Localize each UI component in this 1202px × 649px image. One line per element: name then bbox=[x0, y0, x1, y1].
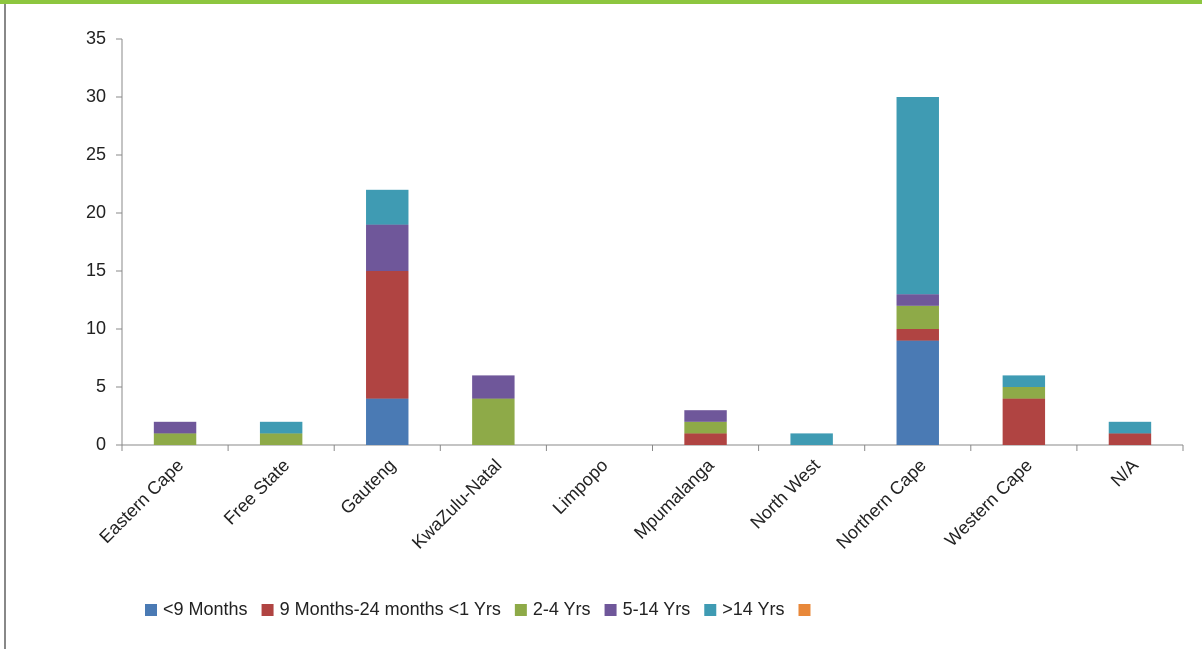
bar-segment bbox=[259, 433, 303, 445]
bar-segment bbox=[684, 433, 727, 445]
x-tick-label: KwaZulu-Natal bbox=[408, 455, 506, 553]
bar-segment bbox=[472, 398, 515, 445]
x-tick-label: Mpumalanga bbox=[630, 454, 718, 542]
y-tick-label: 25 bbox=[86, 144, 106, 164]
bar-segment bbox=[366, 398, 409, 445]
bar-segment bbox=[684, 410, 727, 422]
bar-segment bbox=[896, 294, 939, 306]
y-tick-label: 30 bbox=[86, 86, 106, 106]
legend-label: <9 Months bbox=[163, 599, 248, 619]
bar-segment bbox=[896, 305, 939, 329]
bar-segment bbox=[366, 189, 409, 225]
legend-label: 2-4 Yrs bbox=[533, 599, 591, 619]
bar-segment bbox=[472, 375, 515, 399]
y-tick-label: 0 bbox=[96, 434, 106, 454]
y-tick-label: 35 bbox=[86, 28, 106, 48]
x-tick-label: Free State bbox=[220, 455, 294, 529]
x-tick-label: Western Cape bbox=[941, 455, 1036, 550]
bar-segment bbox=[1108, 433, 1152, 445]
legend-label: 9 Months-24 months <1 Yrs bbox=[280, 599, 501, 619]
bar-segment bbox=[684, 421, 727, 434]
bar-segment bbox=[259, 421, 303, 434]
x-tick-label: Northern Cape bbox=[832, 455, 930, 553]
bar-segment bbox=[1002, 387, 1046, 399]
legend-swatch bbox=[145, 604, 157, 616]
bar-segment bbox=[790, 433, 833, 445]
legend-label: >14 Yrs bbox=[722, 599, 784, 619]
bar-segment bbox=[153, 433, 197, 445]
x-tick-label: Eastern Cape bbox=[95, 455, 187, 547]
x-tick-label: North West bbox=[746, 455, 824, 533]
bar-segment bbox=[1002, 375, 1046, 387]
legend-swatch bbox=[704, 604, 717, 616]
legend-swatch bbox=[604, 604, 617, 616]
bar-segment bbox=[1002, 398, 1046, 445]
legend-swatch bbox=[798, 604, 811, 616]
y-tick-label: 15 bbox=[86, 260, 106, 280]
legend-label: 5-14 Yrs bbox=[623, 599, 691, 619]
x-tick-label: Limpopo bbox=[549, 455, 612, 518]
bar-segment bbox=[896, 97, 939, 295]
bar-segment bbox=[896, 329, 939, 341]
legend-swatch bbox=[261, 604, 274, 616]
y-tick-label: 10 bbox=[86, 318, 106, 338]
x-tick-label: N/A bbox=[1107, 455, 1142, 490]
bar-segment bbox=[366, 271, 409, 399]
bar-segment bbox=[1108, 421, 1152, 434]
top-border bbox=[0, 0, 1202, 4]
x-tick-label: Gauteng bbox=[336, 455, 399, 518]
legend-swatch bbox=[514, 604, 527, 616]
bar-segment bbox=[896, 340, 939, 445]
y-tick-label: 5 bbox=[96, 376, 106, 396]
bar-segment bbox=[153, 421, 197, 434]
left-border bbox=[4, 4, 6, 649]
y-tick-label: 20 bbox=[86, 202, 106, 222]
bar-segment bbox=[366, 224, 409, 271]
